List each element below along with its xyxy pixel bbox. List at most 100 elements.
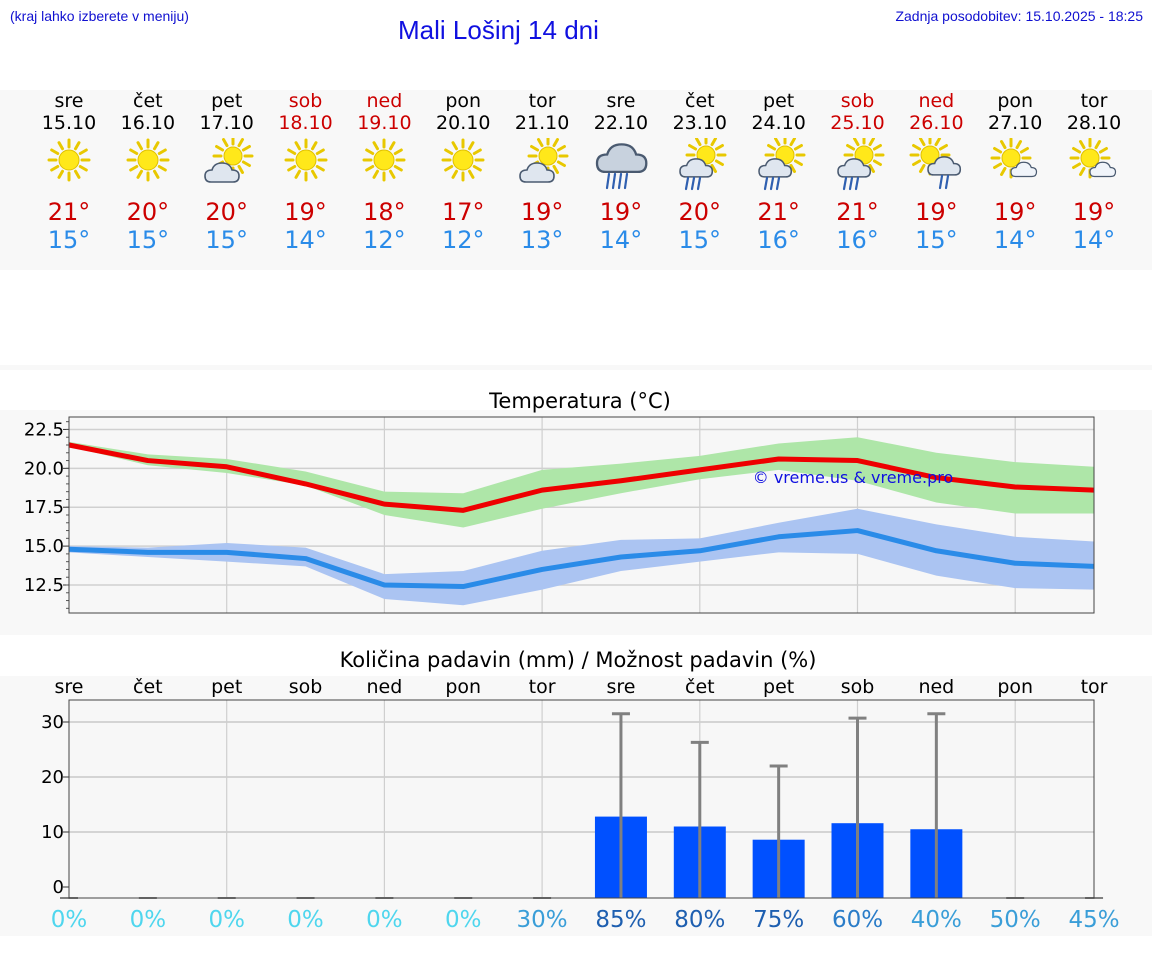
day-name: pet	[211, 90, 243, 112]
min-temp: 12°	[363, 226, 406, 254]
day-date: 23.10	[672, 112, 727, 134]
min-temp: 15°	[678, 226, 722, 254]
day-date: 19.10	[357, 112, 412, 134]
temperature-chart: Temperatura (°C) 22.5 20.0 17.5 15.0 12.5 © vr…	[24, 389, 1095, 614]
min-temp: 12°	[441, 226, 485, 254]
x-category-label: ned	[918, 676, 954, 698]
precip-probability: 0%	[287, 907, 324, 933]
sun-icon	[126, 138, 170, 182]
day-name: pon	[445, 90, 482, 112]
forecast-band	[0, 90, 1152, 270]
day-date: 26.10	[909, 112, 964, 134]
sun-icon	[284, 138, 328, 182]
plot-frame	[68, 416, 1095, 614]
sun-icon	[47, 138, 91, 182]
max-temp-line	[68, 442, 1095, 513]
x-category-label: sob	[289, 676, 323, 698]
min-temp: 14°	[993, 226, 1037, 254]
sun-cloud-rain-right-icon	[909, 138, 962, 190]
day-name: ned	[918, 90, 955, 112]
watermark: © vreme.us & vreme.pro	[753, 468, 954, 487]
day-name: pet	[763, 90, 795, 112]
precip-probability: 60%	[832, 907, 883, 933]
max-temp: 18°	[363, 198, 406, 226]
day-date: 20.10	[436, 112, 491, 134]
heavy-rain-cloud-icon	[595, 143, 648, 190]
x-category-label: sre	[55, 676, 84, 698]
day-name: sob	[840, 90, 875, 112]
sun-icon	[362, 138, 406, 182]
max-temp: 19°	[1072, 198, 1116, 226]
x-category-label: čet	[685, 676, 715, 698]
day-name: čet	[685, 90, 715, 112]
precip-probability: 40%	[911, 907, 962, 933]
min-temp: 15°	[126, 226, 170, 254]
spacer-band	[0, 365, 1152, 370]
x-category-label: sob	[841, 676, 875, 698]
min-temp: 15°	[47, 226, 91, 254]
min-temp-line	[68, 528, 1095, 590]
location-hint: (kraj lahko izberete v meniju)	[10, 8, 189, 24]
day-name: čet	[133, 90, 163, 112]
precip-probability: 85%	[595, 907, 646, 933]
precip-probability: 0%	[445, 907, 482, 933]
plot-frame	[68, 699, 1095, 899]
min-temp: 14°	[284, 226, 327, 254]
x-category-label: sre	[606, 676, 635, 698]
day-date: 16.10	[120, 112, 176, 134]
sun-small-cloud-icon	[1069, 138, 1117, 179]
x-category-label: pon	[445, 676, 481, 698]
max-temp: 19°	[284, 198, 327, 226]
min-temp: 16°	[836, 226, 879, 254]
sun-cloud-icon	[203, 138, 254, 183]
day-name: sre	[606, 90, 636, 112]
precip-probability: 50%	[990, 907, 1041, 933]
min-temp: 15°	[915, 226, 958, 254]
y-tick-label: 20.0	[24, 458, 64, 479]
chart-title: Količina padavin (mm) / Možnost padavin …	[340, 648, 817, 672]
sun-cloud-rain-icon	[757, 138, 806, 191]
sun-cloud-rain-icon	[679, 138, 727, 191]
day-date: 25.10	[830, 112, 885, 134]
x-category-label: pon	[997, 676, 1033, 698]
max-temp: 19°	[993, 198, 1037, 226]
chart-title: Temperatura (°C)	[488, 389, 671, 413]
y-tick-label: 22.5	[24, 419, 64, 440]
precipitation-chart: Količina padavin (mm) / Možnost padavin …	[41, 648, 1120, 933]
day-name: tor	[1080, 90, 1108, 112]
max-temp: 21°	[836, 198, 879, 226]
min-temp: 13°	[520, 226, 564, 254]
min-temp: 16°	[757, 226, 800, 254]
min-temp: 14°	[1072, 226, 1116, 254]
max-temp: 17°	[441, 198, 485, 226]
max-temp: 19°	[520, 198, 564, 226]
max-temp: 20°	[205, 198, 248, 226]
day-name: sre	[54, 90, 84, 112]
precip-probability: 0%	[208, 907, 245, 933]
plot-area	[69, 417, 1094, 613]
min-temp: 14°	[599, 226, 643, 254]
precip-probability: 80%	[674, 907, 725, 933]
precip-probability: 0%	[366, 907, 403, 933]
sun-icon	[441, 138, 485, 182]
sun-cloud-icon	[519, 138, 569, 183]
y-tick-label: 30	[41, 712, 64, 733]
day-name: tor	[528, 90, 556, 112]
day-date: 27.10	[987, 112, 1043, 134]
day-date: 17.10	[199, 112, 254, 134]
precip-probability: 30%	[517, 907, 568, 933]
day-date: 28.10	[1066, 112, 1122, 134]
day-name: ned	[366, 90, 403, 112]
day-date: 22.10	[593, 112, 649, 134]
x-category-label: pet	[211, 676, 242, 698]
sun-cloud-rain-icon	[836, 138, 884, 191]
day-date: 18.10	[278, 112, 333, 134]
y-tick-label: 12.5	[24, 575, 64, 596]
day-date: 24.10	[751, 112, 806, 134]
page-title: Mali Lošinj 14 dni	[398, 15, 599, 45]
day-name: sob	[288, 90, 323, 112]
day-name: pon	[997, 90, 1034, 112]
max-temp: 20°	[126, 198, 170, 226]
precip-probability: 0%	[51, 907, 88, 933]
day-date: 21.10	[514, 112, 570, 134]
